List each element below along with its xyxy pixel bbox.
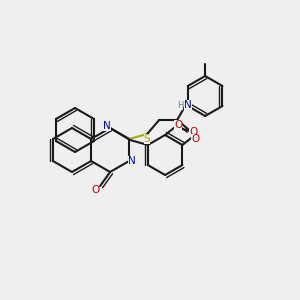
Text: N: N <box>184 100 192 110</box>
Text: O: O <box>189 127 197 137</box>
Text: O: O <box>191 134 200 144</box>
Text: N: N <box>103 121 111 131</box>
Text: N: N <box>128 156 136 166</box>
Text: O: O <box>174 120 182 130</box>
Text: S: S <box>144 134 151 144</box>
Text: H: H <box>177 100 183 109</box>
Text: O: O <box>91 185 99 195</box>
